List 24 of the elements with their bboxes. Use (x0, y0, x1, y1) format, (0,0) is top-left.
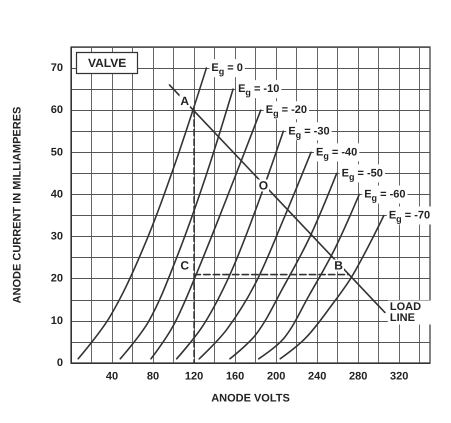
annotation: B (334, 258, 344, 273)
y-tick-label: 40 (50, 188, 63, 200)
y-tick-label: 50 (50, 146, 63, 158)
y-tick-label: 70 (50, 62, 63, 74)
x-tick-label: 80 (146, 370, 160, 382)
y-tick-label: 20 (50, 272, 63, 285)
y-tick-label: 30 (50, 230, 63, 243)
series-label: LOAD LINE (390, 300, 424, 324)
x-tick-label: 200 (266, 370, 286, 382)
x-tick-label: 160 (226, 370, 244, 382)
annotation: C (180, 258, 190, 273)
annotation: A (180, 94, 190, 108)
y-tick-label: 0 (56, 357, 63, 369)
y-axis-title: ANODE CURRENT IN MILLIAMPERES (12, 106, 24, 304)
x-tick-label: 320 (390, 370, 408, 382)
x-tick-label: 40 (106, 370, 118, 382)
text: VALVE (88, 56, 126, 70)
y-tick-label: 10 (50, 314, 63, 327)
x-tick-label: 120 (184, 370, 204, 382)
x-axis-title: ANODE VOLTS (211, 392, 290, 404)
y-tick-label: 60 (50, 104, 63, 116)
x-tick-label: 280 (349, 370, 368, 382)
annotation: O (258, 178, 268, 192)
x-tick-label: 240 (308, 370, 326, 382)
